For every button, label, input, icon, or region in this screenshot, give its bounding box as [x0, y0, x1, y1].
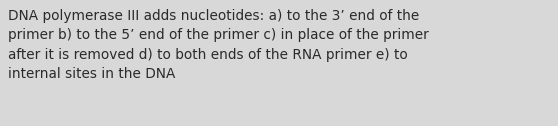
Text: DNA polymerase III adds nucleotides: a) to the 3’ end of the
primer b) to the 5’: DNA polymerase III adds nucleotides: a) …	[8, 9, 429, 81]
